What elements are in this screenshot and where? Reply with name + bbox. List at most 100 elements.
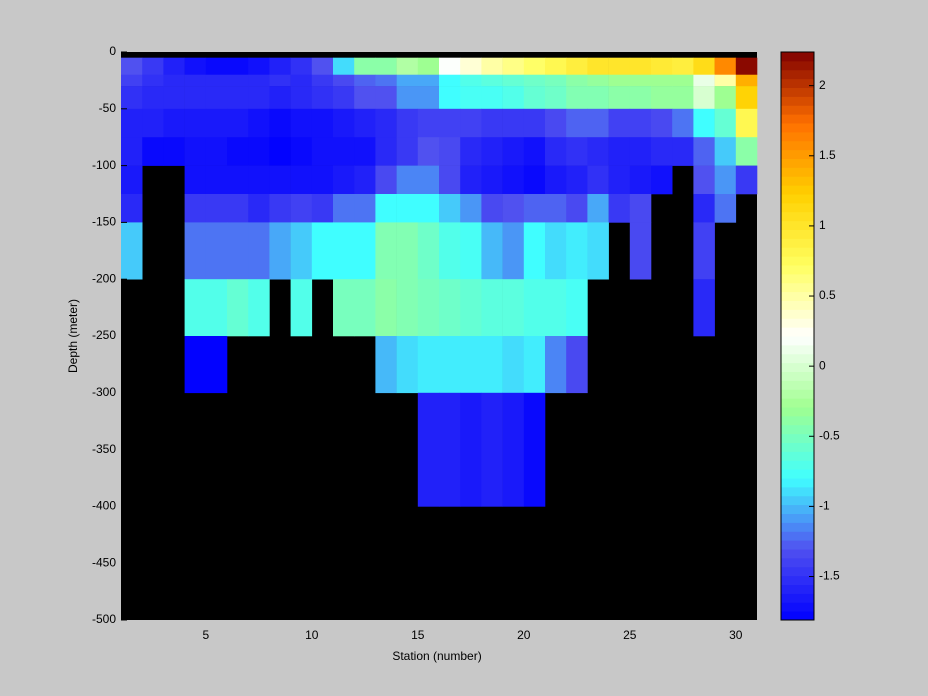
heatmap-cell xyxy=(651,165,673,195)
heatmap-cell xyxy=(417,86,440,110)
heatmap-cell xyxy=(587,194,609,223)
heatmap-cell xyxy=(651,57,673,76)
heatmap-cell xyxy=(269,194,291,223)
heatmap-cell xyxy=(566,222,588,280)
x-tick-label: 30 xyxy=(729,628,743,642)
heatmap-cell xyxy=(417,336,440,394)
heatmap-cell xyxy=(439,222,461,280)
heatmap-cell xyxy=(481,222,503,280)
colorbar-frame xyxy=(780,51,815,621)
heatmap-cell xyxy=(163,74,185,87)
heatmap-cell xyxy=(269,137,291,166)
heatmap-cell xyxy=(396,165,419,195)
heatmap-cell xyxy=(375,57,397,76)
heatmap-cell xyxy=(290,279,313,337)
colorbar-step xyxy=(781,318,814,328)
colorbar-step xyxy=(781,407,814,417)
heatmap-cell xyxy=(184,137,207,166)
heatmap-cell xyxy=(735,108,758,138)
colorbar-step xyxy=(781,256,814,266)
heatmap-cell xyxy=(545,279,567,337)
heatmap-cell xyxy=(269,74,291,87)
heatmap-cell xyxy=(566,137,588,166)
heatmap-cell xyxy=(248,74,270,87)
heatmap-cell xyxy=(672,108,694,138)
heatmap-cell xyxy=(714,137,737,166)
heatmap-cell xyxy=(375,194,397,223)
heatmap-cell xyxy=(375,86,397,110)
heatmap-cell xyxy=(184,194,207,223)
heatmap-cell xyxy=(523,222,546,280)
heatmap-cell xyxy=(311,86,334,110)
heatmap-cell xyxy=(142,108,164,138)
heatmap-cell xyxy=(502,57,525,76)
heatmap-cell xyxy=(248,222,270,280)
y-tick-label: -450 xyxy=(92,555,116,569)
heatmap-cell xyxy=(163,57,185,76)
heatmap-cell xyxy=(439,165,461,195)
heatmap-cell xyxy=(205,86,228,110)
heatmap-cell xyxy=(354,137,376,166)
heatmap-cell xyxy=(502,336,525,394)
colorbar-step xyxy=(781,513,814,523)
colorbar-step xyxy=(781,158,814,168)
heatmap-cell xyxy=(693,137,715,166)
heatmap-cell xyxy=(523,194,546,223)
heatmap-cell xyxy=(184,74,207,87)
y-tick-label: -150 xyxy=(92,215,116,229)
colorbar-step xyxy=(781,291,814,301)
heatmap-cell xyxy=(481,392,503,507)
colorbar-tick-label: 0 xyxy=(819,358,826,372)
heatmap-cell xyxy=(227,279,249,337)
heatmap-cell xyxy=(184,57,207,76)
heatmap-cell xyxy=(502,222,525,280)
heatmap-cell xyxy=(587,137,609,166)
heatmap-cell xyxy=(354,57,376,76)
colorbar-step xyxy=(781,486,814,497)
heatmap-cell xyxy=(714,86,737,110)
heatmap-cell xyxy=(205,165,228,195)
heatmap-cell xyxy=(439,57,461,76)
heatmap-cell xyxy=(439,392,461,507)
heatmap-cell xyxy=(545,74,567,87)
heatmap-cell xyxy=(311,137,334,166)
heatmap-cell xyxy=(735,57,758,76)
heatmap-cell xyxy=(460,86,482,110)
heatmap-cell xyxy=(269,86,291,110)
heatmap-cell xyxy=(460,194,482,223)
y-tick-label: -300 xyxy=(92,385,116,399)
heatmap-cell xyxy=(545,222,567,280)
heatmap-cell xyxy=(311,165,334,195)
heatmap-cell xyxy=(269,165,291,195)
colorbar-step xyxy=(781,247,814,257)
colorbar-step xyxy=(781,398,814,408)
heatmap-cell xyxy=(142,86,164,110)
heatmap-cell xyxy=(714,108,737,138)
colorbar-step xyxy=(781,602,814,612)
heatmap-cell xyxy=(460,165,482,195)
heatmap-cell xyxy=(523,86,546,110)
heatmap-cell xyxy=(481,57,503,76)
heatmap-cell xyxy=(121,57,143,76)
colorbar-step xyxy=(781,531,814,541)
heatmap-cell xyxy=(587,74,609,87)
heatmap-cell xyxy=(629,74,652,87)
colorbar-step xyxy=(781,52,814,62)
heatmap-cell xyxy=(693,194,715,223)
heatmap-cell xyxy=(672,57,694,76)
heatmap-cell xyxy=(121,74,143,87)
heatmap-cell xyxy=(184,108,207,138)
heatmap-cell xyxy=(481,137,503,166)
heatmap-cell xyxy=(311,222,334,280)
heatmap-cell xyxy=(587,165,609,195)
heatmap-cell xyxy=(502,194,525,223)
colorbar-step xyxy=(781,176,814,186)
heatmap-cell xyxy=(460,392,482,507)
heatmap-cell xyxy=(566,165,588,195)
heatmap-cell xyxy=(481,108,503,138)
heatmap-cell xyxy=(735,165,758,195)
heatmap-cell xyxy=(205,279,228,337)
heatmap-cell xyxy=(396,108,419,138)
heatmap-cell xyxy=(523,336,546,394)
heatmap-cell xyxy=(142,57,164,76)
